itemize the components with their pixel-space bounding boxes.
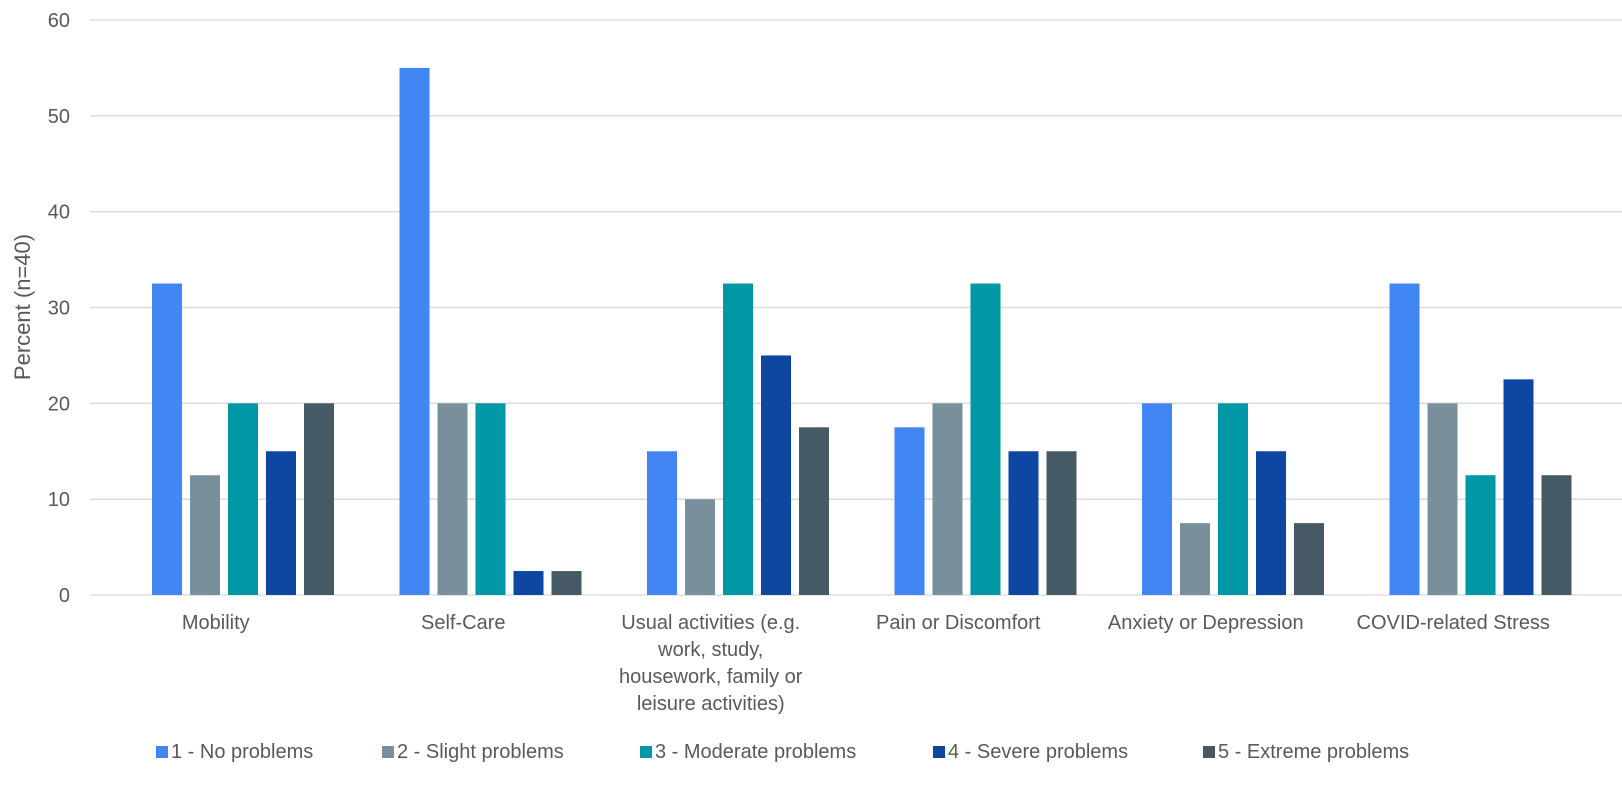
legend-swatch: [640, 746, 652, 758]
bar: [1389, 283, 1420, 595]
legend: 1 - No problems 2 - Slight problems 3 - Mo…: [156, 741, 1409, 763]
y-tick-label: 50: [48, 106, 70, 128]
x-category-label: Usual activities (e.g.: [621, 612, 800, 634]
x-category-label: housework, family or: [619, 666, 803, 688]
bar: [647, 451, 677, 595]
bar: [1465, 475, 1496, 595]
bar: [1218, 403, 1248, 595]
bar: [970, 283, 1001, 595]
gridlines: [90, 19, 1622, 596]
y-tick-label: 40: [48, 202, 70, 224]
x-category-label: Mobility: [182, 612, 250, 634]
x-axis-category-labels: Mobility Self-Care Usual activities (e.g. w…: [182, 612, 1550, 715]
x-category-label: Self-Care: [421, 612, 505, 634]
bar: [266, 451, 296, 595]
y-tick-label: 0: [59, 585, 70, 607]
bar: [304, 403, 334, 595]
y-tick-label: 60: [48, 10, 70, 32]
bar: [513, 571, 544, 595]
bar: [723, 283, 753, 595]
bar: [1180, 523, 1210, 595]
bar: [437, 403, 468, 595]
bar: [1142, 403, 1172, 595]
bar: [932, 403, 963, 595]
bar: [1256, 451, 1286, 595]
y-tick-label: 20: [48, 393, 70, 415]
bar: [1427, 403, 1458, 595]
bar: [685, 499, 715, 595]
bar: [1294, 523, 1324, 595]
y-axis-ticks: 0 10 20 30 40 50 60: [48, 10, 70, 607]
bar: [1046, 451, 1077, 595]
legend-label: 4 - Severe problems: [948, 741, 1128, 763]
bar: [1541, 475, 1572, 595]
bar: [551, 571, 582, 595]
x-category-label: Pain or Discomfort: [876, 612, 1041, 634]
bar: [1503, 379, 1534, 595]
bar: [152, 283, 182, 595]
bar: [761, 355, 791, 595]
y-tick-label: 30: [48, 298, 70, 320]
legend-swatch: [933, 746, 945, 758]
legend-label: 5 - Extreme problems: [1218, 741, 1409, 763]
legend-label: 2 - Slight problems: [397, 741, 564, 763]
legend-label: 1 - No problems: [171, 741, 313, 763]
legend-swatch: [156, 746, 168, 758]
x-category-label: COVID-related Stress: [1357, 612, 1550, 634]
x-category-label: leisure activities): [637, 693, 785, 715]
bar: [1008, 451, 1039, 595]
legend-swatch: [1203, 746, 1215, 758]
bar: [399, 67, 430, 595]
x-category-label: Anxiety or Depression: [1108, 612, 1304, 634]
bar: [190, 475, 220, 595]
bar: [799, 427, 829, 595]
bar: [475, 403, 506, 595]
legend-swatch: [382, 746, 394, 758]
legend-label: 3 - Moderate problems: [655, 741, 856, 763]
y-tick-label: 10: [48, 489, 70, 511]
x-category-label: work, study,: [657, 639, 763, 661]
bar: [894, 427, 925, 595]
y-axis-title: Percent (n=40): [10, 234, 35, 380]
bars: [152, 67, 1572, 595]
bar: [228, 403, 258, 595]
